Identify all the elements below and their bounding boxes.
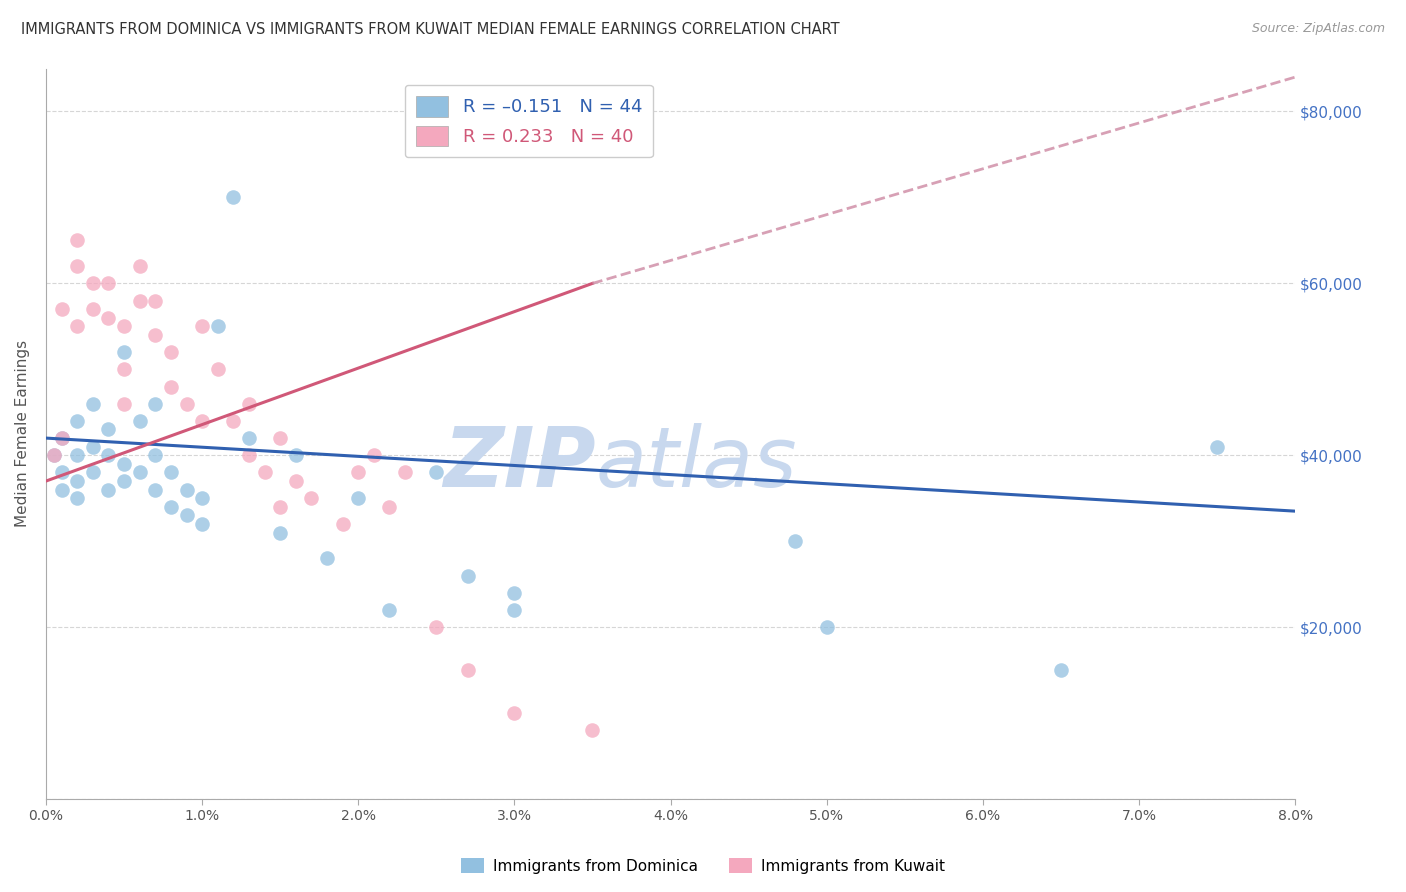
- Point: [143, 328, 166, 343]
- Point: [176, 483, 198, 497]
- Point: [66, 319, 89, 334]
- Point: [191, 319, 214, 334]
- Point: [97, 483, 120, 497]
- Point: [1050, 663, 1073, 677]
- Point: [284, 448, 307, 462]
- Point: [332, 516, 354, 531]
- Point: [112, 397, 135, 411]
- Point: [378, 500, 401, 514]
- Y-axis label: Median Female Earnings: Median Female Earnings: [15, 340, 30, 527]
- Legend: Immigrants from Dominica, Immigrants from Kuwait: Immigrants from Dominica, Immigrants fro…: [456, 852, 950, 880]
- Point: [269, 500, 291, 514]
- Point: [160, 379, 183, 393]
- Point: [160, 345, 183, 359]
- Point: [112, 319, 135, 334]
- Point: [238, 431, 260, 445]
- Point: [51, 466, 73, 480]
- Point: [191, 516, 214, 531]
- Point: [128, 414, 150, 428]
- Point: [347, 491, 370, 506]
- Point: [457, 663, 479, 677]
- Point: [42, 448, 65, 462]
- Point: [128, 466, 150, 480]
- Point: [191, 414, 214, 428]
- Point: [128, 293, 150, 308]
- Point: [457, 568, 479, 582]
- Point: [394, 466, 416, 480]
- Point: [128, 259, 150, 273]
- Point: [207, 319, 229, 334]
- Point: [66, 491, 89, 506]
- Point: [347, 466, 370, 480]
- Point: [503, 586, 526, 600]
- Point: [363, 448, 385, 462]
- Text: IMMIGRANTS FROM DOMINICA VS IMMIGRANTS FROM KUWAIT MEDIAN FEMALE EARNINGS CORREL: IMMIGRANTS FROM DOMINICA VS IMMIGRANTS F…: [21, 22, 839, 37]
- Point: [112, 457, 135, 471]
- Point: [51, 431, 73, 445]
- Point: [176, 508, 198, 523]
- Point: [316, 551, 339, 566]
- Point: [222, 190, 245, 204]
- Point: [176, 397, 198, 411]
- Point: [1206, 440, 1229, 454]
- Point: [207, 362, 229, 376]
- Point: [378, 603, 401, 617]
- Legend: R = –0.151   N = 44, R = 0.233   N = 40: R = –0.151 N = 44, R = 0.233 N = 40: [405, 85, 652, 157]
- Point: [143, 483, 166, 497]
- Text: ZIP: ZIP: [443, 423, 596, 503]
- Point: [503, 706, 526, 720]
- Point: [143, 448, 166, 462]
- Point: [97, 310, 120, 325]
- Point: [97, 422, 120, 436]
- Point: [66, 259, 89, 273]
- Text: Source: ZipAtlas.com: Source: ZipAtlas.com: [1251, 22, 1385, 36]
- Point: [815, 620, 838, 634]
- Point: [143, 293, 166, 308]
- Point: [42, 448, 65, 462]
- Point: [238, 448, 260, 462]
- Point: [425, 620, 447, 634]
- Point: [503, 603, 526, 617]
- Text: atlas: atlas: [596, 423, 797, 503]
- Point: [112, 474, 135, 488]
- Point: [160, 466, 183, 480]
- Point: [82, 440, 104, 454]
- Point: [51, 302, 73, 317]
- Point: [581, 723, 603, 738]
- Point: [191, 491, 214, 506]
- Point: [82, 397, 104, 411]
- Point: [112, 362, 135, 376]
- Point: [66, 474, 89, 488]
- Point: [143, 397, 166, 411]
- Point: [425, 466, 447, 480]
- Point: [51, 431, 73, 445]
- Point: [222, 414, 245, 428]
- Point: [284, 474, 307, 488]
- Point: [299, 491, 322, 506]
- Point: [97, 277, 120, 291]
- Point: [66, 448, 89, 462]
- Point: [269, 525, 291, 540]
- Point: [112, 345, 135, 359]
- Point: [66, 234, 89, 248]
- Point: [97, 448, 120, 462]
- Point: [253, 466, 276, 480]
- Point: [82, 466, 104, 480]
- Point: [66, 414, 89, 428]
- Point: [238, 397, 260, 411]
- Point: [82, 302, 104, 317]
- Point: [785, 534, 807, 549]
- Point: [82, 277, 104, 291]
- Point: [160, 500, 183, 514]
- Point: [51, 483, 73, 497]
- Point: [269, 431, 291, 445]
